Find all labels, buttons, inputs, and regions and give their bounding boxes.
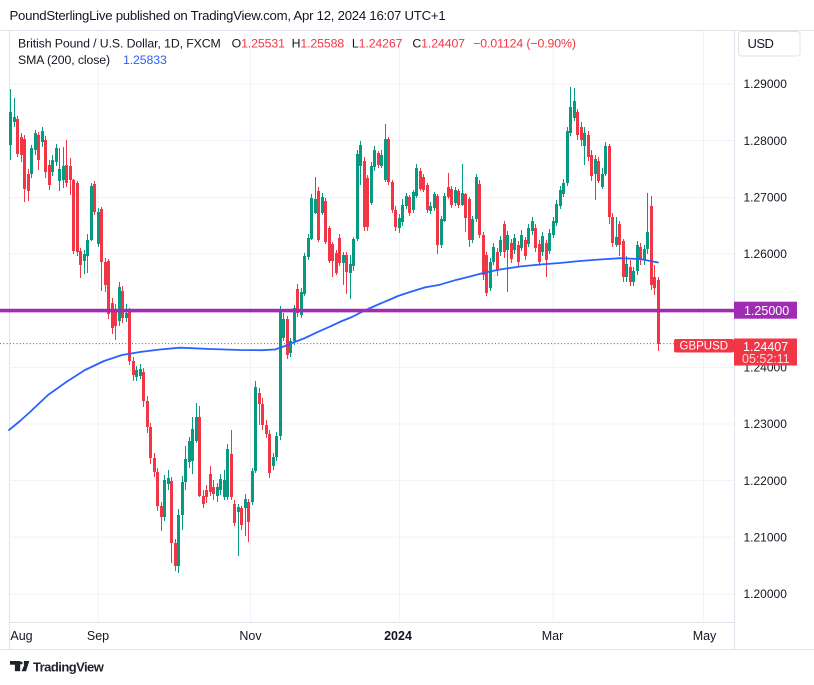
- svg-text:1.22000: 1.22000: [744, 474, 788, 488]
- svg-text:05:52:11: 05:52:11: [742, 352, 790, 366]
- svg-text:1.25000: 1.25000: [744, 304, 789, 318]
- svg-text:British Pound / U.S. Dollar, 1: British Pound / U.S. Dollar, 1D, FXCM O1.…: [18, 37, 576, 51]
- svg-text:1.28000: 1.28000: [744, 134, 788, 148]
- svg-text:2024: 2024: [384, 629, 412, 643]
- svg-text:Nov: Nov: [239, 629, 262, 643]
- svg-text:1.29000: 1.29000: [744, 77, 788, 91]
- svg-text:TradingView: TradingView: [33, 660, 105, 675]
- svg-text:May: May: [693, 629, 717, 643]
- svg-text:PoundSterlingLive published on: PoundSterlingLive published on TradingVi…: [10, 8, 446, 23]
- svg-text:1.24407: 1.24407: [743, 340, 788, 354]
- svg-text:Mar: Mar: [542, 629, 564, 643]
- svg-text:1.20000: 1.20000: [744, 587, 788, 601]
- svg-text:Sep: Sep: [87, 629, 109, 643]
- svg-text:USD: USD: [748, 36, 774, 51]
- svg-text:1.26000: 1.26000: [744, 247, 788, 261]
- svg-text:1.23000: 1.23000: [744, 417, 788, 431]
- svg-text:SMA (200, close)1.25833: SMA (200, close) 1.25833: [18, 53, 167, 67]
- svg-text:1.27000: 1.27000: [744, 191, 788, 205]
- svg-text:1.21000: 1.21000: [744, 530, 788, 544]
- svg-text:GBPUSD: GBPUSD: [680, 341, 729, 353]
- svg-text:Aug: Aug: [10, 629, 32, 643]
